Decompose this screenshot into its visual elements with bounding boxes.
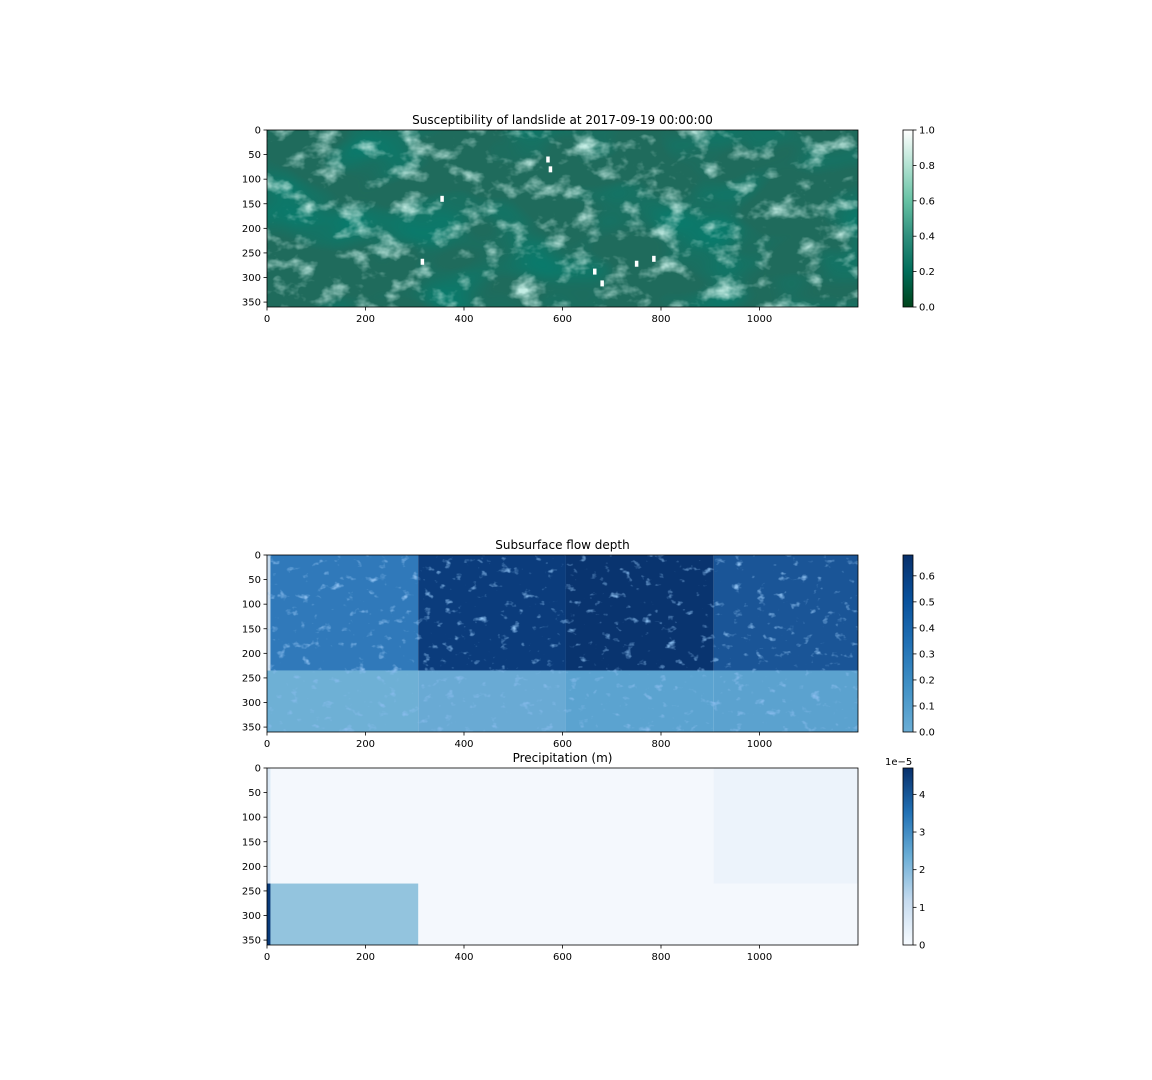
y-tick-label: 350 (242, 936, 261, 947)
x-tick-label: 400 (454, 739, 473, 750)
colorbar: 0.0 0.2 0.4 0.6 0.8 1.0 (902, 126, 935, 314)
x-tick-label: 200 (356, 952, 375, 963)
colorbar-tick-label: 0.6 (919, 571, 935, 582)
y-tick-label: 300 (242, 273, 261, 284)
y-tick-label: 150 (242, 837, 261, 848)
colorbar-tick-label: 0.5 (919, 597, 935, 608)
colorbar-gradient (902, 767, 914, 946)
axes: 0 200 400 600 800 1000 0 50 100 150 200 250 300 350 (242, 126, 859, 325)
high-susceptibility-cell (652, 255, 656, 262)
y-tick-label: 100 (242, 175, 261, 186)
x-tick-label: 800 (651, 314, 670, 325)
colorbar-tick-label: 0.2 (919, 675, 935, 686)
colorbar-gradient (902, 129, 914, 308)
colorbar-tick-label: 2 (919, 865, 925, 876)
y-tick-label: 250 (242, 248, 261, 259)
x-tick-label: 400 (454, 314, 473, 325)
colorbar-tick-label: 0.8 (919, 161, 935, 172)
colorbar-tick-label: 0.1 (919, 701, 935, 712)
colorbar: 0 1 2 3 4 (902, 767, 925, 952)
y-tick-label: 100 (242, 813, 261, 824)
colorbar-gradient (902, 554, 914, 733)
x-tick-label: 1000 (747, 952, 772, 963)
y-tick-label: 50 (248, 788, 261, 799)
high-susceptibility-cell (634, 260, 639, 267)
heatmap-image (267, 130, 858, 307)
x-tick-label: 600 (553, 739, 572, 750)
y-tick-label: 200 (242, 862, 261, 873)
chart-title: Subsurface flow depth (495, 538, 629, 552)
high-susceptibility-cell (440, 195, 444, 202)
x-tick-label: 600 (553, 952, 572, 963)
colorbar-tick-label: 0.3 (919, 649, 935, 660)
colorbar-tick-label: 1 (919, 903, 925, 914)
colorbar-tick-label: 0.4 (919, 232, 935, 243)
y-tick-label: 350 (242, 723, 261, 734)
high-susceptibility-cell (593, 268, 597, 275)
colorbar-offset-label: 1e−5 (885, 757, 912, 768)
y-tick-label: 300 (242, 911, 261, 922)
x-tick-label: 0 (264, 314, 270, 325)
y-tick-label: 250 (242, 673, 261, 684)
chart-precipitation: Precipitation (m) 0 200 400 600 800 100005010… (242, 751, 925, 963)
heatmap-texture (267, 130, 858, 307)
high-susceptibility-cell (548, 166, 553, 173)
y-tick-label: 150 (242, 624, 261, 635)
high-susceptibility-cell (600, 280, 604, 287)
chart-susceptibility: Susceptibility of landslide at 2017-09-1… (242, 113, 935, 325)
heatmap-cell-block (267, 883, 271, 945)
x-tick-label: 1000 (747, 739, 772, 750)
x-tick-label: 200 (356, 314, 375, 325)
colorbar-tick-label: 0.4 (919, 623, 935, 634)
axes: 0 200 400 600 800 1000 0 50 100 150 200 250 300 350 (242, 551, 859, 750)
x-tick-label: 800 (651, 952, 670, 963)
colorbar: 0.0 0.1 0.2 0.3 0.4 0.5 0.6 (902, 554, 935, 739)
colorbar-tick-label: 4 (919, 790, 925, 801)
y-tick-label: 0 (255, 551, 261, 562)
y-tick-label: 0 (255, 126, 261, 137)
x-tick-label: 200 (356, 739, 375, 750)
heatmap-cell-block (713, 768, 858, 884)
chart-title: Susceptibility of landslide at 2017-09-1… (412, 113, 713, 127)
colorbar-tick-label: 3 (919, 828, 925, 839)
y-tick-label: 350 (242, 298, 261, 309)
y-tick-label: 150 (242, 199, 261, 210)
colorbar-tick-label: 0.6 (919, 196, 935, 207)
colorbar-tick-label: 0.0 (919, 728, 935, 739)
chart-title: Precipitation (m) (513, 751, 613, 765)
heatmap-texture (267, 555, 858, 732)
y-tick-label: 0 (255, 764, 261, 775)
axes: 0 200 400 600 800 1000 0 50 100 150 200 250 300 350 (242, 764, 859, 963)
x-tick-label: 1000 (747, 314, 772, 325)
colorbar-tick-label: 0 (919, 941, 925, 952)
y-tick-label: 250 (242, 886, 261, 897)
heatmap-cell-block (270, 883, 419, 945)
x-tick-label: 600 (553, 314, 572, 325)
high-susceptibility-cell (546, 156, 550, 163)
x-tick-label: 800 (651, 739, 670, 750)
y-tick-label: 50 (248, 575, 261, 586)
y-tick-label: 200 (242, 224, 261, 235)
high-susceptibility-cell (420, 258, 425, 265)
y-tick-label: 100 (242, 600, 261, 611)
x-tick-label: 0 (264, 739, 270, 750)
y-tick-label: 50 (248, 150, 261, 161)
x-tick-label: 400 (454, 952, 473, 963)
colorbar-tick-label: 0.0 (919, 303, 935, 314)
y-tick-label: 300 (242, 698, 261, 709)
heatmap-image (267, 768, 858, 945)
heatmap-image (267, 555, 858, 732)
heatmap-cell-block (267, 768, 271, 884)
colorbar-tick-label: 0.2 (919, 267, 935, 278)
x-tick-label: 0 (264, 952, 270, 963)
y-tick-label: 200 (242, 649, 261, 660)
chart-subsurface-flow: Subsurface flow depth 0 200 400 600 800 10000… (242, 538, 935, 750)
colorbar-tick-label: 1.0 (919, 126, 935, 137)
